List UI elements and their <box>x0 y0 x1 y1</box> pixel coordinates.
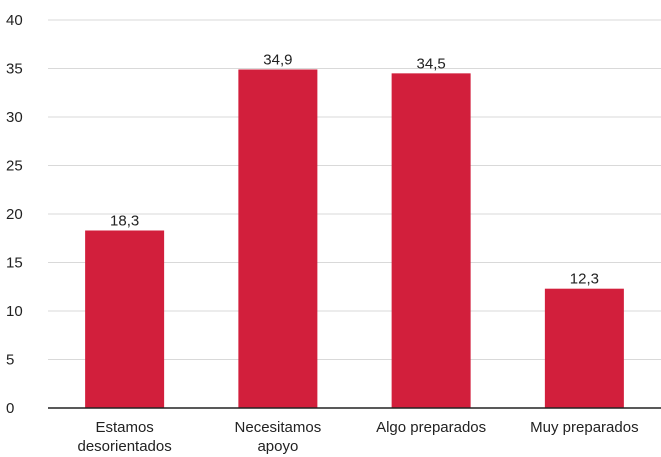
data-label: 34,5 <box>417 55 446 72</box>
x-category-label: Muy preparados <box>530 419 638 436</box>
bar <box>238 69 318 408</box>
data-labels: 18,3 34,9 34,5 12,3 <box>110 51 599 287</box>
x-category-label-line: Estamos <box>95 419 153 436</box>
bar <box>85 230 165 408</box>
y-tick-label: 10 <box>6 303 23 320</box>
x-category-label: Necesitamos apoyo <box>235 419 322 455</box>
data-label: 34,9 <box>263 51 292 68</box>
y-tick-label: 15 <box>6 255 23 272</box>
y-tick-label: 25 <box>6 158 23 175</box>
y-tick-label: 20 <box>6 206 23 223</box>
x-category-labels: Estamos desorientados Necesitamos apoyo Algo… <box>78 419 639 455</box>
y-tick-label: 35 <box>6 61 23 78</box>
y-tick-label: 40 <box>6 12 23 29</box>
bar <box>391 73 471 408</box>
bars <box>85 69 624 408</box>
y-tick-label: 0 <box>6 400 14 417</box>
y-tick-label: 5 <box>6 352 14 369</box>
x-category-label-line: Necesitamos <box>235 419 322 436</box>
y-tick-labels: 0 5 10 15 20 25 30 35 40 <box>6 12 23 417</box>
x-category-label: Estamos desorientados <box>78 419 172 455</box>
y-tick-label: 30 <box>6 109 23 126</box>
x-category-label-line: Muy preparados <box>530 419 638 436</box>
data-label: 12,3 <box>570 271 599 288</box>
bar <box>544 288 624 408</box>
x-category-label-line: apoyo <box>257 438 298 455</box>
x-category-label-line: desorientados <box>78 438 172 455</box>
data-label: 18,3 <box>110 212 139 229</box>
x-category-label-line: Algo preparados <box>376 419 486 436</box>
x-category-label: Algo preparados <box>376 419 486 436</box>
